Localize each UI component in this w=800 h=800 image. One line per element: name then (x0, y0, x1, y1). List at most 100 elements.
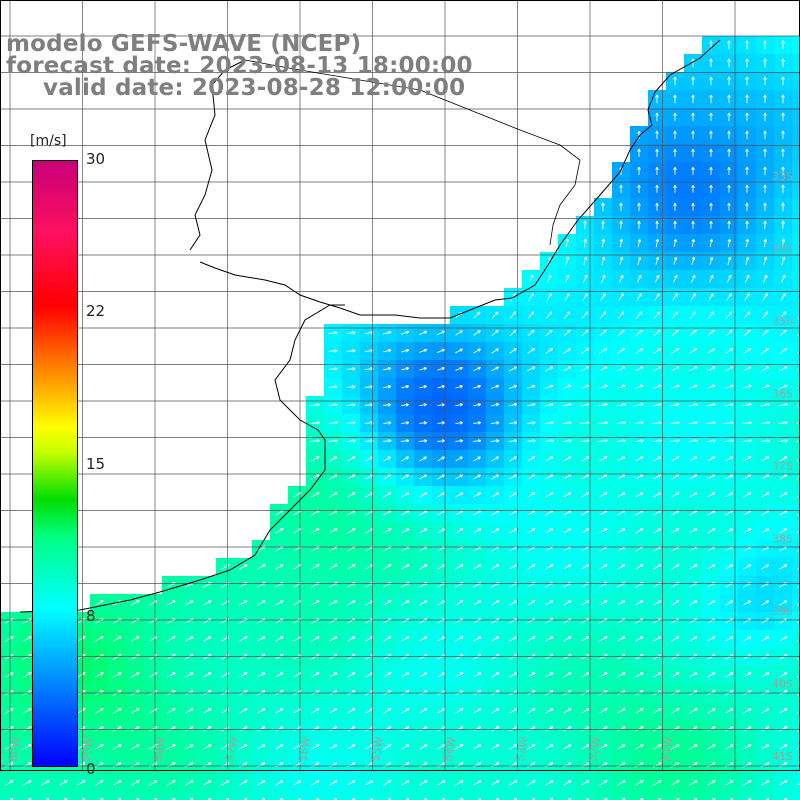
wind-arrow (778, 421, 788, 425)
wind-arrow (618, 274, 624, 284)
wind-arrow (94, 780, 104, 786)
wind-arrow (454, 726, 464, 732)
wind-arrow (418, 636, 428, 642)
wind-arrow (763, 220, 767, 230)
wind-arrow (745, 184, 749, 193)
wind-arrow (508, 780, 518, 786)
wind-arrow (670, 600, 680, 606)
wind-arrow (580, 474, 590, 480)
wind-arrow (598, 384, 608, 389)
wind-arrow (760, 366, 770, 372)
wind-arrow (781, 256, 786, 266)
wind-arrow (184, 672, 194, 678)
wind-arrow (547, 256, 552, 266)
wind-arrow (454, 492, 464, 498)
wind-arrow (652, 439, 662, 443)
wind-arrow (745, 40, 749, 50)
wind-arrow (544, 636, 554, 642)
wind-arrow (580, 780, 590, 786)
wind-arrow (546, 292, 552, 301)
wind-arrow (184, 780, 194, 786)
wind-arrow (724, 528, 734, 534)
wind-arrow (238, 708, 248, 714)
wind-cell (792, 306, 800, 325)
wind-arrow (580, 366, 590, 372)
wind-arrow (382, 600, 392, 606)
wind-cell (792, 288, 800, 307)
wind-arrow (688, 421, 698, 425)
wind-arrow (781, 220, 785, 230)
wind-cell (792, 522, 800, 541)
wind-arrow (671, 329, 679, 337)
wind-arrow (508, 564, 518, 570)
wind-arrow (473, 402, 482, 407)
wind-arrow (328, 708, 338, 714)
wind-arrow (346, 708, 356, 714)
wind-arrow (310, 456, 320, 462)
wind-arrow (634, 402, 644, 407)
wind-arrow (202, 672, 212, 678)
wind-arrow (526, 780, 536, 786)
wind-arrow (634, 528, 644, 534)
wind-arrow (526, 672, 536, 678)
wind-arrow (346, 492, 356, 498)
wind-cell (792, 612, 800, 631)
wind-arrow (673, 166, 677, 175)
wind-arrow (328, 421, 338, 425)
wind-arrow (400, 654, 410, 660)
wind-arrow (706, 636, 716, 642)
wind-arrow (652, 726, 662, 732)
wind-cell (324, 792, 343, 800)
wind-arrow (706, 384, 716, 389)
wind-arrow (598, 564, 608, 570)
wind-arrow (382, 474, 392, 480)
wind-arrow (743, 348, 751, 354)
wind-arrow (508, 636, 518, 642)
wind-arrow (437, 384, 445, 389)
wind-arrow (636, 274, 642, 283)
lon-label: 59W (79, 736, 96, 763)
wind-arrow (688, 456, 698, 462)
wind-arrow (419, 348, 428, 353)
wind-arrow (655, 238, 660, 248)
wind-arrow (526, 708, 536, 714)
wind-arrow (328, 780, 338, 786)
wind-arrow (688, 780, 698, 786)
wind-arrow (708, 293, 714, 301)
wind-arrow (580, 492, 590, 498)
wind-arrow (707, 348, 716, 354)
wind-arrow (778, 384, 788, 389)
wind-arrow (563, 311, 571, 319)
wind-arrow (781, 112, 785, 122)
wind-arrow (760, 672, 770, 678)
wind-arrow (691, 94, 695, 104)
wind-arrow (673, 238, 678, 247)
wind-arrow (598, 744, 608, 750)
wind-arrow (796, 386, 800, 389)
wind-arrow (491, 402, 500, 407)
wind-cell (720, 792, 739, 800)
wind-arrow (454, 780, 464, 786)
wind-arrow (400, 636, 410, 642)
wind-arrow (509, 366, 518, 372)
wind-arrow (670, 402, 680, 407)
wind-cell (648, 792, 667, 800)
wind-cell (0, 792, 19, 800)
colorbar-tick-30: 30 (86, 150, 106, 168)
wind-arrow (580, 402, 590, 407)
wind-arrow (401, 384, 410, 389)
wind-arrow (274, 564, 284, 570)
wind-arrow (781, 76, 785, 86)
wind-arrow (562, 439, 572, 443)
wind-arrow (724, 672, 734, 678)
wind-arrow (473, 456, 481, 462)
wind-arrow (22, 762, 32, 768)
wind-arrow (727, 40, 731, 50)
wind-arrow (778, 744, 788, 750)
wind-arrow (796, 495, 800, 498)
wind-arrow (743, 311, 751, 319)
wind-arrow (706, 421, 716, 425)
wind-arrow (256, 726, 266, 732)
wind-arrow (691, 202, 695, 211)
wind-arrow (760, 708, 770, 714)
